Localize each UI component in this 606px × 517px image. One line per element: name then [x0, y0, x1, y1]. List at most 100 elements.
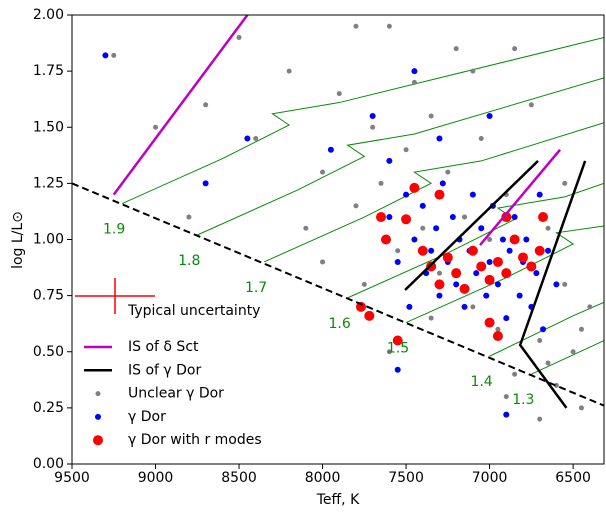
zams-line — [72, 182, 604, 407]
y-axis-label: log L/L⊙ — [10, 211, 26, 269]
star-point — [528, 102, 534, 108]
star-point — [476, 261, 487, 272]
star-point — [111, 52, 117, 58]
star-point — [411, 236, 418, 243]
star-point — [470, 304, 476, 310]
star-point — [320, 169, 326, 175]
legend-label: IS of δ Sct — [128, 339, 199, 355]
star-point — [533, 270, 540, 277]
star-point — [492, 256, 503, 267]
star-point — [537, 416, 543, 422]
star-point — [386, 157, 393, 164]
legend-swatch — [95, 413, 101, 420]
x-tick-label: 7500 — [388, 470, 424, 486]
star-point — [483, 292, 490, 299]
star-point — [545, 360, 551, 366]
legend-swatch — [95, 391, 101, 397]
star-point — [433, 225, 440, 232]
legend: Typical uncertainty IS of δ Sct IS of γ D… — [75, 278, 262, 448]
star-point — [386, 214, 393, 221]
star-point — [470, 68, 476, 74]
evolution-track — [405, 225, 604, 324]
star-point — [545, 225, 551, 231]
star-point — [286, 68, 292, 74]
track-label: 1.6 — [328, 316, 350, 332]
star-point — [462, 214, 468, 220]
star-point — [501, 212, 512, 223]
star-point — [439, 180, 446, 187]
star-point — [381, 234, 392, 245]
star-point — [478, 135, 484, 141]
instability-strip — [112, 15, 562, 246]
star-point — [386, 349, 392, 355]
star-point — [469, 191, 476, 198]
star-point — [534, 245, 545, 256]
star-point — [395, 248, 401, 254]
star-point — [386, 23, 392, 29]
star-point — [102, 52, 109, 59]
evolution-track — [121, 36, 604, 205]
legend-label: Unclear γ Dor — [128, 386, 224, 402]
star-point — [327, 146, 334, 153]
x-tick-label: 8000 — [305, 470, 341, 486]
star-point — [538, 212, 549, 223]
star-point — [420, 225, 426, 231]
legend-label: γ Dor — [128, 409, 166, 425]
star-point — [540, 326, 547, 333]
star-point — [467, 245, 478, 256]
star-point — [570, 349, 576, 355]
star-point — [369, 113, 376, 120]
star-point — [436, 135, 443, 142]
evolution-track — [263, 122, 604, 263]
star-point — [484, 274, 495, 285]
star-point — [434, 279, 445, 290]
legend-swatch — [93, 435, 103, 446]
track-label: 1.5 — [387, 341, 409, 357]
x-tick-label: 9000 — [138, 470, 174, 486]
star-point — [244, 135, 251, 142]
star-point — [516, 292, 523, 299]
star-point — [361, 281, 367, 287]
y-tick-label: 2.00 — [33, 7, 64, 23]
star-point — [403, 147, 409, 153]
star-point — [453, 46, 459, 52]
star-point — [153, 124, 159, 130]
star-point — [392, 335, 403, 346]
star-point — [353, 23, 359, 29]
star-point — [203, 102, 209, 108]
star-point — [587, 304, 593, 310]
star-point — [486, 258, 493, 265]
star-point — [453, 281, 460, 288]
star-point — [378, 180, 384, 186]
y-tick-label: 0.00 — [33, 456, 64, 472]
star-point — [478, 225, 485, 232]
star-point — [578, 326, 584, 332]
star-point — [506, 247, 513, 254]
star-point — [394, 258, 401, 265]
y-tick-label: 1.50 — [33, 119, 64, 135]
x-tick-label: 9500 — [54, 470, 90, 486]
evolution-track — [197, 77, 604, 236]
star-point — [202, 180, 209, 187]
star-point — [364, 310, 375, 321]
star-point — [523, 236, 530, 243]
star-point — [419, 202, 426, 209]
star-point — [336, 91, 342, 97]
star-point — [537, 338, 543, 344]
legend-label: IS of γ Dor — [128, 362, 201, 378]
star-point — [503, 315, 510, 322]
x-tick-label: 6500 — [555, 470, 591, 486]
star-point — [503, 411, 510, 418]
x-tick-label: 8500 — [221, 470, 257, 486]
star-point — [487, 237, 493, 242]
track-label: 1.3 — [512, 392, 534, 408]
star-point — [445, 169, 451, 175]
star-point — [376, 212, 387, 223]
y-tick-label: 1.75 — [33, 63, 64, 79]
star-point — [503, 394, 509, 400]
star-point — [394, 366, 401, 373]
star-point — [417, 245, 428, 256]
star-point — [492, 331, 503, 342]
star-point — [494, 281, 501, 288]
star-point — [403, 191, 410, 198]
